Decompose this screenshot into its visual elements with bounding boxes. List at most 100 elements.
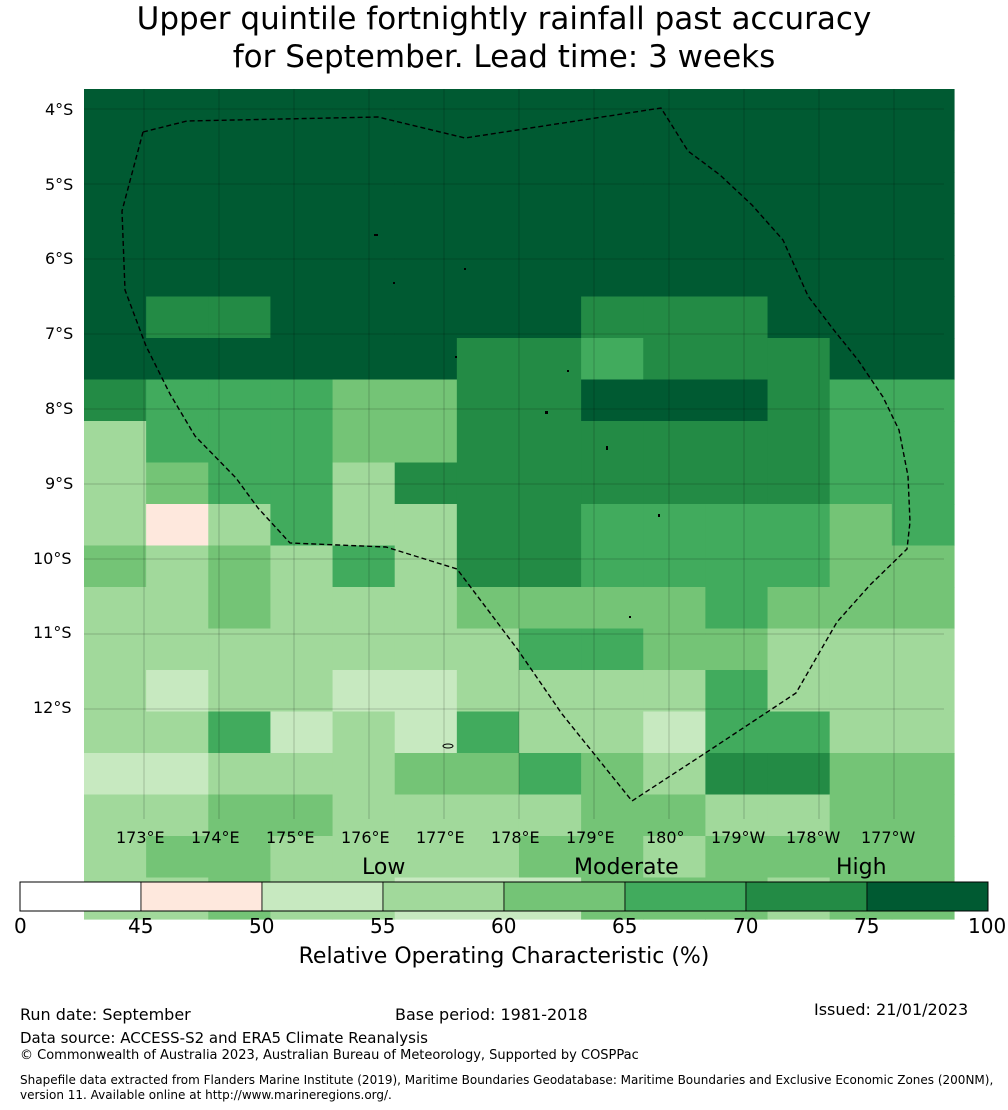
grid-cell xyxy=(643,462,706,505)
grid-cell xyxy=(581,421,644,464)
grid-cell xyxy=(767,130,831,173)
grid-cell xyxy=(518,628,582,671)
grid-cell xyxy=(643,545,706,588)
shapefile-credit-line-2: version 11. Available online at http://w… xyxy=(20,1088,392,1102)
grid-cell xyxy=(891,670,955,713)
map-title-line-2: for September. Lead time: 3 weeks xyxy=(232,39,776,75)
grid-cell xyxy=(394,172,458,215)
grid-cell xyxy=(270,794,334,837)
grid-cell xyxy=(643,296,706,339)
island-9 xyxy=(629,616,631,618)
grid-cell xyxy=(146,794,209,837)
grid-cell xyxy=(829,587,893,630)
grid-cell xyxy=(581,545,644,588)
grid-cell xyxy=(270,462,334,505)
grid-cell xyxy=(643,213,706,256)
grid-cell xyxy=(829,545,893,588)
grid-cell xyxy=(518,296,582,339)
grid-cell xyxy=(84,753,147,796)
grid-cell xyxy=(705,338,769,381)
grid-cell xyxy=(643,89,706,132)
grid-cell xyxy=(332,462,396,505)
grid-cell xyxy=(518,130,582,173)
grid-cell xyxy=(705,545,769,588)
grid-cell xyxy=(270,213,334,256)
lon-label: 174°E xyxy=(191,828,240,847)
grid-cell xyxy=(891,836,955,879)
grid-cell xyxy=(456,421,520,464)
grid-cell xyxy=(456,296,520,339)
legend-swatch xyxy=(261,881,384,912)
grid-cell xyxy=(270,753,334,796)
grid-cell xyxy=(208,255,272,298)
grid-cell xyxy=(208,836,272,879)
legend-tick: 60 xyxy=(491,914,517,938)
grid-cell xyxy=(705,504,769,547)
lon-label: 178°W xyxy=(786,828,841,847)
legend-swatch xyxy=(140,881,263,912)
lat-label: 9°S xyxy=(45,474,74,493)
grid-cell xyxy=(208,587,272,630)
grid-cell xyxy=(581,379,644,422)
grid-cell xyxy=(84,130,147,173)
grid-cell xyxy=(332,504,396,547)
grid-cell xyxy=(705,587,769,630)
legend-tick: 75 xyxy=(854,914,880,938)
grid-cell xyxy=(84,213,147,256)
grid-cell xyxy=(270,628,334,671)
grid-cell xyxy=(146,670,209,713)
grid-cell xyxy=(643,172,706,215)
grid-cell xyxy=(518,338,582,381)
lat-label: 7°S xyxy=(45,324,74,343)
grid-cell xyxy=(767,213,831,256)
grid-cell xyxy=(146,753,209,796)
grid-cell xyxy=(829,421,893,464)
grid-cell xyxy=(84,89,147,132)
grid-cell xyxy=(456,130,520,173)
grid-cell xyxy=(84,545,147,588)
grid-cell xyxy=(270,338,334,381)
grid-cell xyxy=(146,379,209,422)
grid-cell xyxy=(767,628,831,671)
grid-cell xyxy=(705,379,769,422)
shapefile-credit-line-1: Shapefile data extracted from Flanders M… xyxy=(20,1073,994,1087)
grid-cell xyxy=(456,836,520,879)
grid-cell xyxy=(518,794,582,837)
island-5 xyxy=(567,370,569,372)
grid-cell xyxy=(767,587,831,630)
grid-cell xyxy=(270,670,334,713)
grid-cell xyxy=(518,421,582,464)
legend-tick: 50 xyxy=(249,914,275,938)
legend-colorbar-frame xyxy=(19,881,989,912)
grid-cell xyxy=(146,172,209,215)
grid-cell xyxy=(456,794,520,837)
grid-cell xyxy=(891,753,955,796)
grid-cell xyxy=(146,421,209,464)
lon-label: 177°W xyxy=(861,828,916,847)
grid-cell xyxy=(146,130,209,173)
grid-cell xyxy=(581,338,644,381)
grid-cell xyxy=(581,130,644,173)
grid-cell xyxy=(84,670,147,713)
grid-cell xyxy=(394,213,458,256)
issued-date: Issued: 21/01/2023 xyxy=(814,1000,969,1019)
lon-label: 176°E xyxy=(341,828,390,847)
grid-cell xyxy=(332,255,396,298)
legend-axis-label: Relative Operating Characteristic (%) xyxy=(298,944,710,969)
grid-cell xyxy=(581,753,644,796)
grid-cell xyxy=(518,213,582,256)
grid-cell xyxy=(643,255,706,298)
legend-tick: 100 xyxy=(968,914,1007,938)
island-7 xyxy=(606,446,608,450)
grid-cell xyxy=(146,504,209,547)
grid-cell xyxy=(829,836,893,879)
lon-label: 173°E xyxy=(116,828,165,847)
grid-cell xyxy=(208,172,272,215)
grid-cell xyxy=(208,213,272,256)
grid-cell xyxy=(643,338,706,381)
legend-swatch xyxy=(624,881,747,912)
lat-label: 8°S xyxy=(45,399,74,418)
grid-cell xyxy=(518,504,582,547)
grid-cell xyxy=(518,836,582,879)
